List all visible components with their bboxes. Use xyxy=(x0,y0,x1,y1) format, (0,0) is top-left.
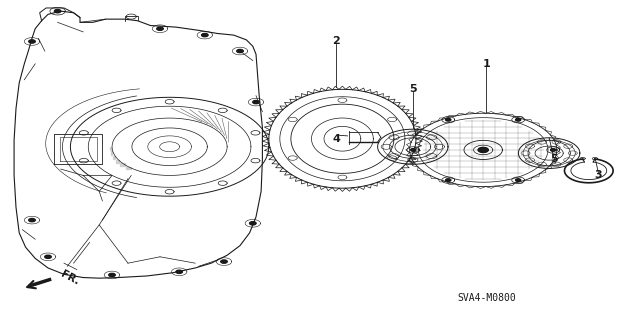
Circle shape xyxy=(157,27,163,30)
Circle shape xyxy=(253,100,259,104)
Circle shape xyxy=(237,49,243,53)
Text: FR.: FR. xyxy=(59,269,81,286)
Circle shape xyxy=(516,179,521,182)
Text: SVA4-M0800: SVA4-M0800 xyxy=(457,293,516,303)
Circle shape xyxy=(550,149,556,151)
Circle shape xyxy=(202,33,208,37)
Text: 2: 2 xyxy=(332,36,340,47)
Circle shape xyxy=(221,260,227,263)
Text: 4: 4 xyxy=(332,134,340,144)
Text: 5: 5 xyxy=(550,154,557,165)
Circle shape xyxy=(176,270,182,273)
Text: 3: 3 xyxy=(595,170,602,181)
Text: 1: 1 xyxy=(483,59,490,69)
Circle shape xyxy=(478,147,488,152)
Circle shape xyxy=(45,255,51,258)
Circle shape xyxy=(54,10,61,13)
Circle shape xyxy=(445,118,451,121)
Circle shape xyxy=(250,222,256,225)
Circle shape xyxy=(411,149,416,151)
Circle shape xyxy=(29,40,35,43)
Circle shape xyxy=(29,219,35,222)
Circle shape xyxy=(445,179,451,182)
Text: 5: 5 xyxy=(409,84,417,94)
Circle shape xyxy=(109,273,115,277)
Circle shape xyxy=(516,118,521,121)
